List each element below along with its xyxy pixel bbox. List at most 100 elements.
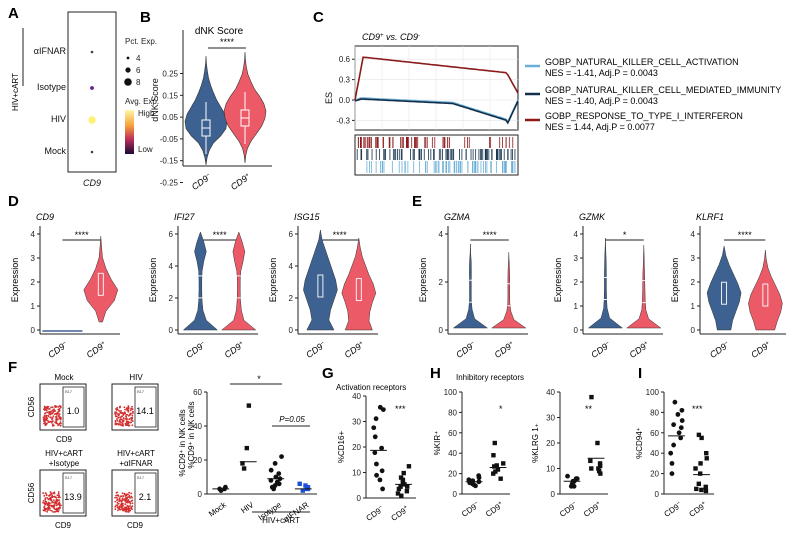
flow-event-dot [46,405,49,408]
flow-event-dot [47,421,50,424]
category-label-sup: − [205,172,212,179]
flow-event-dot [123,506,126,509]
y-tick-label: 4 [691,230,696,239]
flow-event-dot [59,421,62,424]
boxplot-box [602,277,609,300]
flow-event-dot [131,420,134,422]
data-point [372,450,378,456]
data-point [372,434,378,440]
flow-event-dot [54,405,57,407]
flow-event-dot [46,417,49,420]
data-point [400,477,406,483]
panel-f-chart: * P=0.05 HIV+cART %CD9⁺ in NK cells 60 40… [178,374,317,525]
flow-event-dot [46,422,48,425]
flow-event-dot [45,414,48,417]
panel-a: HIV+cART αIFNAR Isotype HIV Mock CD9 Pct… [11,11,159,188]
flow-event-dot [122,420,124,423]
data-point [671,442,677,448]
flow-event-dot [58,405,61,407]
flow-event-dot [48,410,51,413]
y-tick-label: -0.05 [160,135,179,144]
flow-x-label: CD9 [127,521,144,530]
panel-g: Activation receptors *** 40 30 20 10 0 %CD16+… [336,383,416,523]
flow-event-dot [45,408,48,411]
y-tick-label: 0 [453,490,458,499]
flow-event-dot [55,504,58,507]
flow-event-dot [116,498,119,501]
data-point [276,481,282,487]
gene-title: ISG15 [294,212,321,222]
sig-stars: *** [395,404,406,414]
sig-stars: **** [333,230,348,240]
flow-event-dot [60,504,62,507]
x-label: CD9 [83,178,101,188]
flow-event-dot [43,415,46,418]
flow-event-dot [46,411,49,414]
data-point [379,445,385,451]
boxplot-box [467,279,474,303]
sig-stars: *** [692,404,703,414]
flow-event-dot [50,498,53,501]
y-tick-label: 0.0 [339,96,351,105]
sig-stars: **** [483,230,498,240]
flow-event-dot [49,493,51,496]
flow-event-dot [129,505,131,507]
flow-event-dot [116,504,119,507]
flow-event-dot [57,491,60,493]
data-point [374,461,379,467]
flow-event-dot [115,491,118,494]
gate-percentage: 14.1 [136,406,154,416]
data-point [565,473,570,479]
flow-event-dot [57,424,59,426]
flow-event-dot [117,509,119,512]
category-label-sup: + [497,500,504,507]
y-axis-label: Expression [418,258,428,303]
flow-event-dot [60,422,62,425]
data-point [396,486,402,492]
row-label-hiv: HIV [51,114,66,124]
es-curve-interferon [354,56,519,101]
y-tick-label: 1 [31,302,36,311]
flow-event-dot [126,508,129,511]
flow-event-dot [131,496,133,499]
category-label-sup: + [764,340,771,347]
gene-title: KLRF1 [696,212,724,222]
pct-legend-label: 8 [136,78,141,87]
category-label: CD9+ [628,339,652,360]
y-tick-label: 20 [193,456,202,465]
y-tick-label: 100 [444,388,458,397]
category-label-text: Mock [207,500,229,519]
group-label: HIV+cART [262,516,300,525]
data-point [244,445,250,451]
flow-event-dot [114,415,117,418]
data-point [491,453,496,458]
y-tick-label: 0 [574,326,579,335]
flow-event-dot [123,492,126,495]
row-label-ifnar: αIFNAR [34,46,67,56]
flow-event-dot [50,406,53,409]
flow-event-dot [121,503,123,506]
flow-event-dot [130,407,133,410]
panel-label-f: F [8,359,17,376]
category-label-sup: + [244,172,251,179]
flow-event-dot [60,417,62,420]
flow-event-dot [119,411,122,413]
expression-dot [90,150,94,154]
flow-event-dot [122,495,124,497]
y-tick-label: 4 [439,230,444,239]
flow-event-dot [53,504,56,507]
flow-event-dot [55,422,58,425]
data-point [272,461,278,466]
flow-event-dot [51,418,53,421]
data-point [373,416,379,422]
data-point [679,407,685,413]
panel-label-c: C [313,9,324,26]
y-tick-label: 2 [439,278,444,287]
legend-name: GOBP_RESPONSE_TO_TYPE_I_INTERFERON [545,111,743,121]
flow-event-dot [122,498,124,501]
violin-body [452,243,489,329]
flow-event-dot [43,422,45,425]
category-label: CD9− [589,339,613,360]
sig-stars: **** [220,37,235,47]
flow-event-dot [128,424,130,427]
